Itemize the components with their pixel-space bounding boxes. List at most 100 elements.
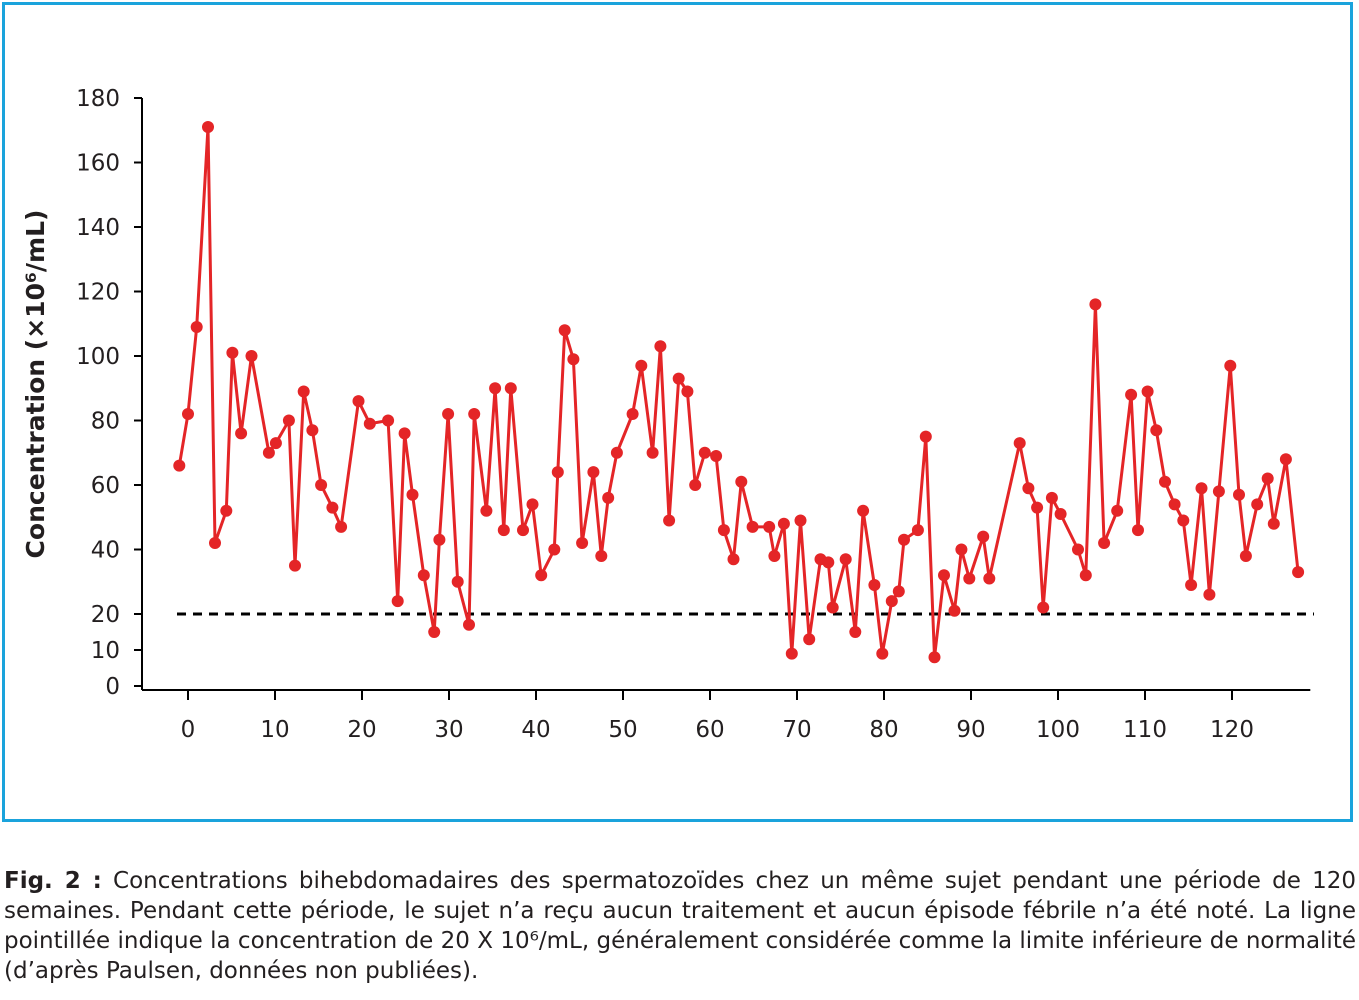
y-axis-title: Concentration (×10⁶/mL) bbox=[21, 210, 50, 559]
data-point bbox=[654, 340, 667, 353]
data-point bbox=[1203, 588, 1216, 601]
data-point bbox=[576, 537, 589, 549]
data-point bbox=[1079, 569, 1092, 582]
data-point bbox=[497, 524, 510, 537]
data-point bbox=[517, 524, 529, 537]
data-point bbox=[898, 533, 910, 546]
data-point bbox=[977, 530, 990, 543]
x-tick-label: 120 bbox=[1210, 717, 1254, 743]
y-tick-label: 60 bbox=[91, 473, 120, 499]
data-point bbox=[1185, 579, 1198, 591]
data-point bbox=[1054, 508, 1067, 520]
data-point bbox=[235, 427, 248, 440]
y-tick-label: 160 bbox=[76, 151, 120, 177]
data-point bbox=[626, 408, 639, 420]
data-point bbox=[535, 569, 548, 582]
data-point bbox=[849, 626, 862, 638]
data-point bbox=[428, 626, 441, 638]
data-point bbox=[1224, 359, 1237, 372]
data-point bbox=[1267, 517, 1280, 530]
data-point bbox=[226, 346, 239, 359]
x-tick-label: 100 bbox=[1036, 717, 1080, 743]
data-point bbox=[963, 572, 976, 585]
data-point bbox=[391, 595, 404, 608]
data-point bbox=[1098, 537, 1111, 549]
data-point bbox=[892, 585, 905, 598]
data-point bbox=[681, 385, 694, 398]
data-point bbox=[635, 359, 648, 372]
data-point bbox=[1022, 482, 1035, 495]
data-point bbox=[442, 408, 455, 420]
data-point bbox=[876, 647, 889, 660]
data-point bbox=[306, 424, 319, 437]
data-point bbox=[663, 514, 676, 527]
data-point bbox=[326, 501, 339, 514]
data-point bbox=[558, 324, 571, 337]
data-point bbox=[777, 517, 790, 530]
data-point bbox=[220, 504, 233, 517]
data-point bbox=[202, 121, 214, 133]
data-point bbox=[209, 537, 221, 549]
data-point bbox=[938, 569, 950, 582]
data-point bbox=[868, 579, 881, 591]
data-point bbox=[504, 382, 517, 395]
data-point bbox=[948, 604, 961, 617]
data-point bbox=[689, 479, 702, 491]
y-tick-label: 40 bbox=[91, 538, 120, 564]
data-point bbox=[468, 408, 481, 420]
x-tick-label: 70 bbox=[782, 717, 811, 743]
data-point bbox=[885, 595, 898, 608]
y-tick-label: 10 bbox=[91, 638, 120, 664]
data-point bbox=[382, 414, 395, 427]
data-point bbox=[398, 427, 411, 440]
figure-frame: 0 10 20 40 60 80 100 120 140 160 180 0 10 20 30 40 50 60 7… bbox=[2, 2, 1353, 822]
data-point bbox=[567, 353, 580, 366]
data-point bbox=[1177, 514, 1190, 527]
data-point bbox=[489, 382, 502, 395]
data-point bbox=[548, 543, 561, 556]
y-tick-label: 180 bbox=[76, 86, 120, 112]
data-point bbox=[1212, 485, 1225, 498]
data-point bbox=[451, 575, 464, 588]
data-point bbox=[803, 633, 816, 646]
data-point bbox=[1037, 601, 1050, 614]
data-point bbox=[463, 618, 475, 631]
data-point bbox=[1233, 488, 1245, 501]
data-point bbox=[839, 553, 852, 566]
data-point bbox=[1195, 482, 1208, 495]
data-point bbox=[1045, 491, 1058, 504]
data-point bbox=[768, 550, 781, 562]
data-point bbox=[173, 459, 186, 472]
y-tick-label: 20 bbox=[91, 602, 120, 628]
x-tick-label: 50 bbox=[608, 717, 637, 743]
data-point bbox=[1072, 543, 1084, 556]
data-point bbox=[1292, 566, 1305, 579]
data-point bbox=[1089, 298, 1102, 311]
figure-caption: Fig. 2 : Concentrations bihebdomadaires … bbox=[4, 866, 1356, 986]
data-point bbox=[551, 466, 564, 479]
data-point bbox=[1031, 501, 1044, 514]
data-point bbox=[983, 572, 996, 585]
data-point bbox=[610, 446, 623, 459]
data-point bbox=[417, 569, 430, 582]
data-point bbox=[335, 520, 348, 533]
data-point bbox=[698, 446, 711, 459]
data-point bbox=[955, 543, 968, 556]
data-point bbox=[1239, 550, 1252, 562]
data-point bbox=[785, 647, 798, 660]
y-tick-label: 100 bbox=[76, 344, 120, 370]
data-point bbox=[282, 414, 295, 427]
data-point bbox=[190, 321, 203, 333]
data-point bbox=[1141, 385, 1154, 398]
data-point bbox=[1168, 498, 1181, 511]
data-point bbox=[1279, 453, 1292, 466]
line-chart: 0 10 20 40 60 80 100 120 140 160 180 0 10 20 30 40 50 60 7… bbox=[21, 86, 1314, 743]
y-tick-label: 140 bbox=[76, 215, 120, 241]
x-tick-label: 80 bbox=[869, 717, 898, 743]
data-point bbox=[1132, 524, 1144, 537]
data-point bbox=[269, 437, 282, 450]
y-tick-label: 80 bbox=[91, 409, 120, 435]
data-point bbox=[672, 372, 685, 385]
data-point bbox=[928, 651, 941, 664]
y-tick-label: 0 bbox=[105, 674, 120, 700]
